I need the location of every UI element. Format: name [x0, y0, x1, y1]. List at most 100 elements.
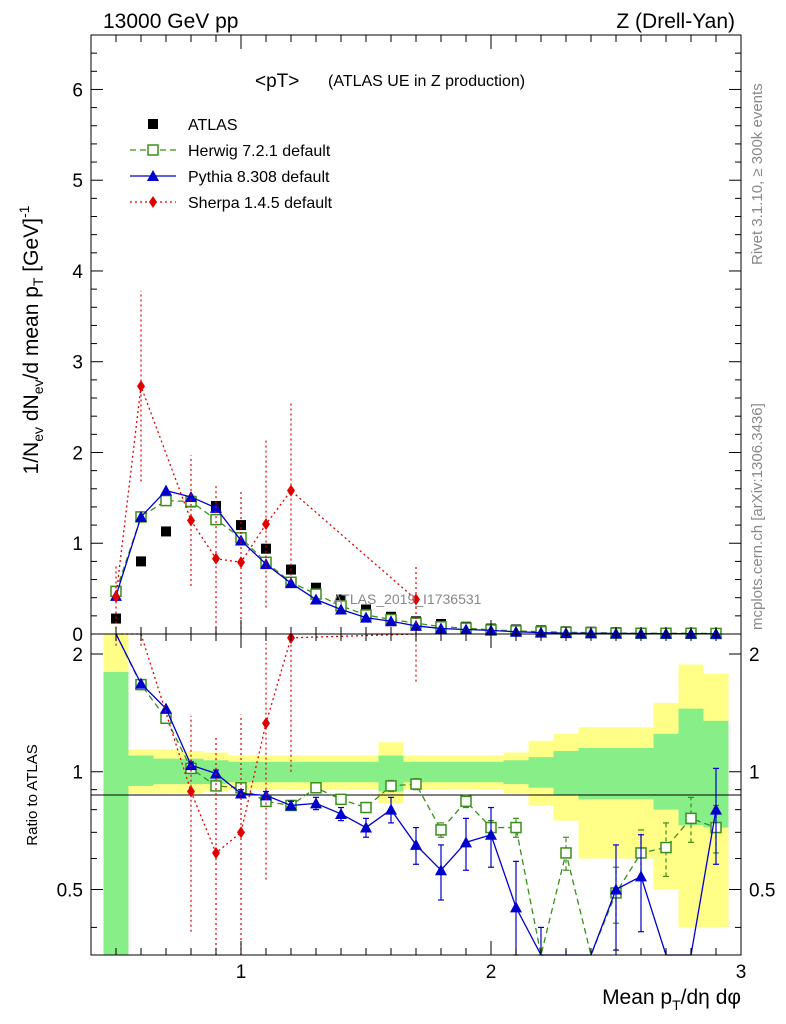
point-pythia [335, 807, 347, 819]
point-pythia [360, 611, 372, 623]
legend-item: Herwig 7.2.1 default [130, 143, 331, 160]
y-tick-label: 1 [72, 534, 83, 555]
series-sherpa [115, 631, 417, 955]
series-pythia [110, 484, 722, 639]
legend: ATLAS Herwig 7.2.1 default Pythia 8.308 de… [130, 117, 333, 212]
point-sherpa [212, 846, 220, 859]
point-herwig [210, 513, 222, 526]
uncertainty-band-inner [603, 748, 629, 800]
series-line-sherpa [115, 386, 417, 601]
uncertainty-band-inner [228, 761, 254, 783]
uncertainty-band-inner [528, 757, 554, 788]
uncertainty-band-inner [353, 761, 379, 783]
point-herwig [160, 494, 172, 507]
point-pythia [710, 803, 722, 815]
x-tick-label: 3 [736, 962, 747, 983]
point-pythia [135, 510, 147, 522]
uncertainty-band-inner [428, 761, 454, 783]
uncertainty-band-inner [253, 761, 279, 783]
x-tick-label: 2 [486, 962, 497, 983]
point-sherpa [237, 826, 245, 839]
point-herwig [510, 821, 522, 834]
point-data [236, 520, 246, 531]
point-pythia [210, 767, 222, 779]
uncertainty-band-inner [128, 755, 154, 786]
point-pythia [410, 619, 422, 631]
point-herwig [310, 782, 322, 794]
uncertainty-band-inner [678, 708, 704, 826]
legend-label: Sherpa 1.4.5 default [188, 195, 333, 212]
process-label: Z (Drell-Yan) [616, 10, 735, 33]
series-line-sherpa [116, 633, 417, 855]
legend-marker-herwig [147, 144, 159, 156]
point-data [336, 594, 346, 605]
point-herwig [410, 778, 422, 790]
point-pythia [310, 593, 322, 605]
point-pythia [260, 789, 272, 801]
legend-marker-pythia [147, 170, 159, 181]
point-sherpa [262, 717, 270, 730]
ratio-y-label: Ratio to ATLAS [24, 744, 41, 845]
legend-label: ATLAS [188, 117, 238, 134]
energy-label: 13000 GeV pp [103, 10, 238, 33]
point-pythia [385, 803, 397, 815]
y-tick-label: 6 [72, 80, 83, 101]
point-herwig [685, 812, 697, 825]
point-pythia [635, 870, 647, 882]
point-pythia [285, 799, 297, 811]
x-axis-label: Mean pT/dη dφ [602, 986, 741, 1013]
main-title: <pT> [255, 71, 299, 92]
rivet-label: Rivet 3.1.10, ≥ 300k events [749, 83, 766, 265]
svg-text:Mean pT/dη dφ: Mean pT/dη dφ [602, 986, 741, 1013]
point-pythia [335, 603, 347, 615]
point-pythia [135, 677, 147, 689]
main-y-label: 1/Nev dNev/d mean pT [GeV]-1 [16, 205, 46, 474]
uncertainty-band-inner [303, 761, 329, 783]
uncertainty-band-inner [628, 748, 654, 800]
uncertainty-band-inner [328, 761, 354, 783]
point-pythia [310, 797, 322, 809]
series-sherpa [112, 290, 420, 634]
point-sherpa [262, 518, 270, 531]
point-pythia [485, 828, 497, 840]
point-herwig [460, 795, 472, 808]
ratio-y-tick-label-right: 1 [749, 763, 760, 784]
point-pythia [260, 558, 272, 570]
uncertainty-band-inner [153, 758, 179, 785]
point-pythia [285, 577, 297, 589]
uncertainty-band-inner [653, 733, 679, 810]
y-tick-label: 4 [72, 262, 83, 283]
point-herwig [660, 841, 672, 854]
point-pythia [160, 484, 172, 496]
uncertainty-band-inner [403, 761, 429, 783]
y-tick-label: 0 [72, 625, 83, 646]
point-pythia [510, 901, 522, 913]
point-pythia [160, 702, 172, 714]
legend-item: Sherpa 1.4.5 default [130, 195, 333, 212]
legend-label: Pythia 8.308 default [188, 169, 330, 186]
point-pythia [410, 838, 422, 850]
ratio-y-tick-label-right: 0.5 [749, 880, 775, 901]
point-data [136, 556, 146, 567]
main-subtitle: (ATLAS UE in Z production) [328, 73, 525, 90]
analysis-watermark: ATLAS_2019_I1736531 [333, 591, 482, 607]
point-pythia [360, 821, 372, 833]
point-herwig [435, 824, 447, 836]
point-herwig [385, 780, 397, 792]
y-tick-label: 5 [72, 171, 83, 192]
point-herwig [210, 780, 222, 792]
y-tick-label: 2 [72, 443, 83, 464]
ratio-y-tick-label-right: 2 [749, 645, 760, 666]
point-pythia [185, 490, 197, 502]
point-pythia [460, 836, 472, 848]
y-tick-label: 3 [72, 353, 83, 374]
point-data [261, 543, 271, 554]
uncertainty-band-inner [578, 748, 604, 800]
legend-label: Herwig 7.2.1 default [188, 143, 331, 160]
legend-marker-data [148, 119, 158, 129]
point-sherpa [137, 380, 145, 393]
ratio-y-tick-label: 0.5 [57, 880, 83, 901]
point-herwig [360, 801, 372, 814]
